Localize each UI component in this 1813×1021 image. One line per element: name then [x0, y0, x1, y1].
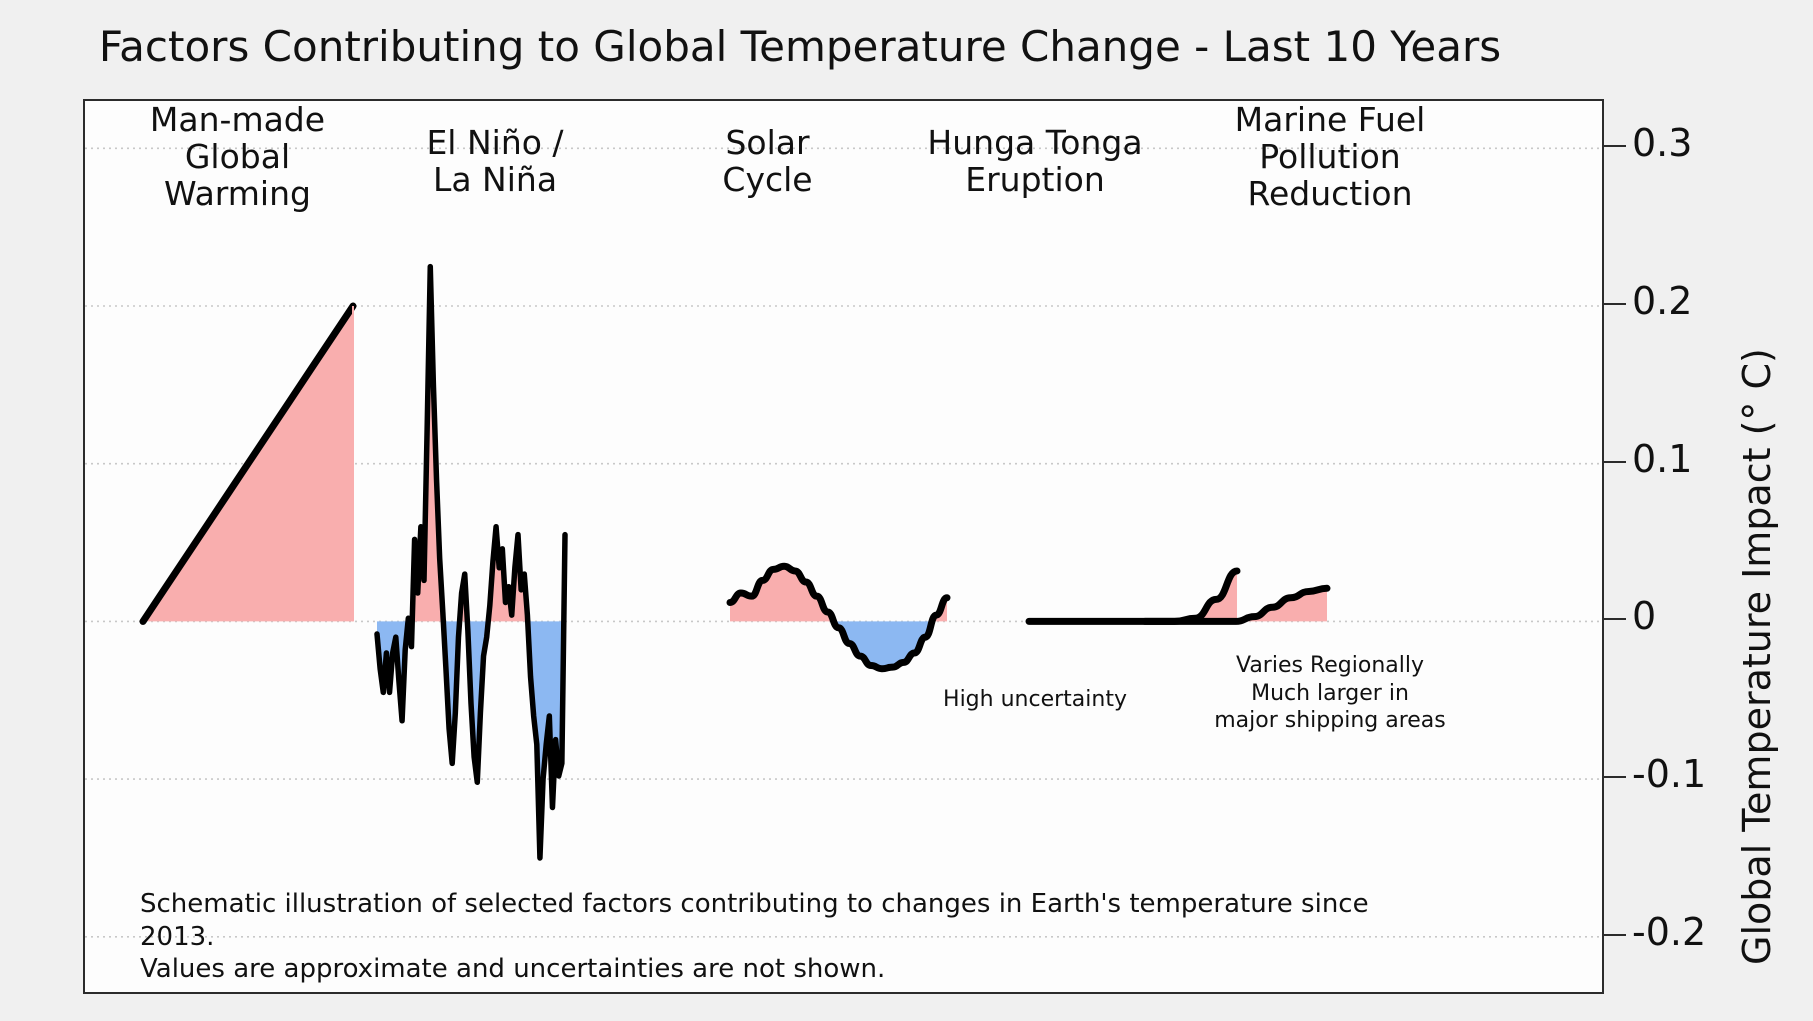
y-tick-mark-4 — [1604, 776, 1626, 779]
y-tick-label-4: -0.1 — [1632, 752, 1707, 797]
series-2-line — [726, 562, 951, 673]
series-1-line — [374, 263, 568, 861]
y-tick-label-3: 0 — [1632, 594, 1657, 639]
plot-area — [83, 99, 1604, 994]
panel-label-solar-cycle: Solar Cycle — [722, 123, 813, 199]
series-0-line — [139, 302, 357, 625]
y-tick-label-2: 0.1 — [1632, 436, 1693, 481]
series-2-fill-positive-0 — [730, 566, 835, 622]
series-4-line — [1141, 584, 1331, 625]
series-2 — [726, 562, 951, 673]
chart-title: Factors Contributing to Global Temperatu… — [98, 22, 1502, 71]
y-tick-label-5: -0.2 — [1632, 909, 1707, 954]
series-3-line — [1025, 567, 1241, 625]
panel-label-el-nino-la-nina: El Niño / La Niña — [426, 123, 564, 199]
series-3-fill-positive-0 — [1029, 570, 1237, 622]
panel-label-hunga-tonga-eruption: Hunga Tonga Eruption — [927, 123, 1143, 199]
series-4 — [1141, 584, 1331, 625]
annotation-high-uncertainty: High uncertainty — [943, 687, 1127, 712]
y-tick-mark-0 — [1604, 145, 1626, 148]
y-tick-mark-5 — [1604, 933, 1626, 936]
panel-label-marine-fuel-pollution-reduction: Marine Fuel Pollution Reduction — [1234, 100, 1426, 213]
series-4-fill-positive-0 — [1145, 588, 1327, 622]
y-tick-mark-1 — [1604, 303, 1626, 305]
y-tick-label-0: 0.3 — [1632, 121, 1693, 166]
y-tick-label-1: 0.2 — [1632, 279, 1693, 323]
series-0 — [139, 302, 357, 625]
annotation-varies-regionally: Varies Regionally Much larger in major s… — [1214, 653, 1446, 733]
chart-footnote: Schematic illustration of selected facto… — [140, 889, 1369, 984]
panel-label-man-made-global-warming: Man-made Global Warming — [149, 100, 326, 213]
y-axis-title: Global Temperature Impact (° C) — [1735, 348, 1779, 965]
y-tick-mark-3 — [1604, 618, 1626, 621]
y-tick-mark-2 — [1604, 460, 1626, 463]
series-3 — [1025, 567, 1241, 625]
series-1 — [374, 263, 568, 861]
plot-canvas — [85, 147, 1602, 938]
